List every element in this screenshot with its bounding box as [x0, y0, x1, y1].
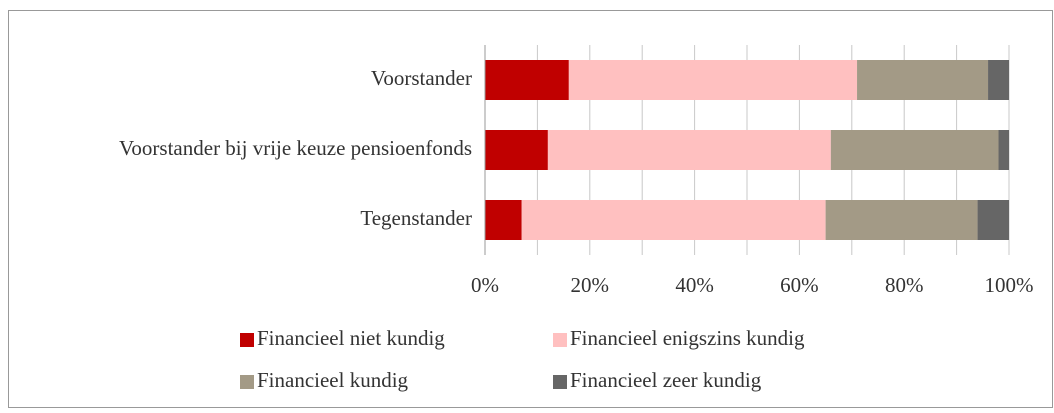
bar-segment	[568, 60, 858, 100]
bar-segment	[485, 200, 522, 240]
bar-segment	[857, 60, 989, 100]
bar-segment	[521, 200, 826, 240]
legend-swatch	[553, 375, 567, 389]
bar-segment	[485, 130, 548, 170]
bar-segment	[825, 200, 978, 240]
bar-segment	[998, 130, 1009, 170]
x-tick-label: 60%	[780, 273, 819, 297]
y-tick-label: Tegenstander	[360, 206, 472, 230]
legend-swatch	[240, 375, 254, 389]
legend-label: Financieel kundig	[257, 368, 409, 392]
legend-label: Financieel enigszins kundig	[570, 326, 805, 350]
legend-label: Financieel niet kundig	[257, 326, 445, 350]
x-tick-label: 80%	[885, 273, 924, 297]
x-tick-label: 0%	[471, 273, 499, 297]
bar-segment	[988, 60, 1009, 100]
bar-segment	[485, 60, 569, 100]
bar-segment	[977, 200, 1009, 240]
y-tick-label: Voorstander bij vrije keuze pensioenfond…	[119, 136, 472, 160]
legend-swatch	[240, 333, 254, 347]
bar-segment	[830, 130, 999, 170]
y-tick-label: Voorstander	[371, 66, 472, 90]
x-tick-label: 100%	[985, 273, 1034, 297]
bar-segment	[547, 130, 831, 170]
x-tick-label: 40%	[675, 273, 714, 297]
x-tick-label: 20%	[571, 273, 610, 297]
legend-label: Financieel zeer kundig	[570, 368, 762, 392]
legend-swatch	[553, 333, 567, 347]
